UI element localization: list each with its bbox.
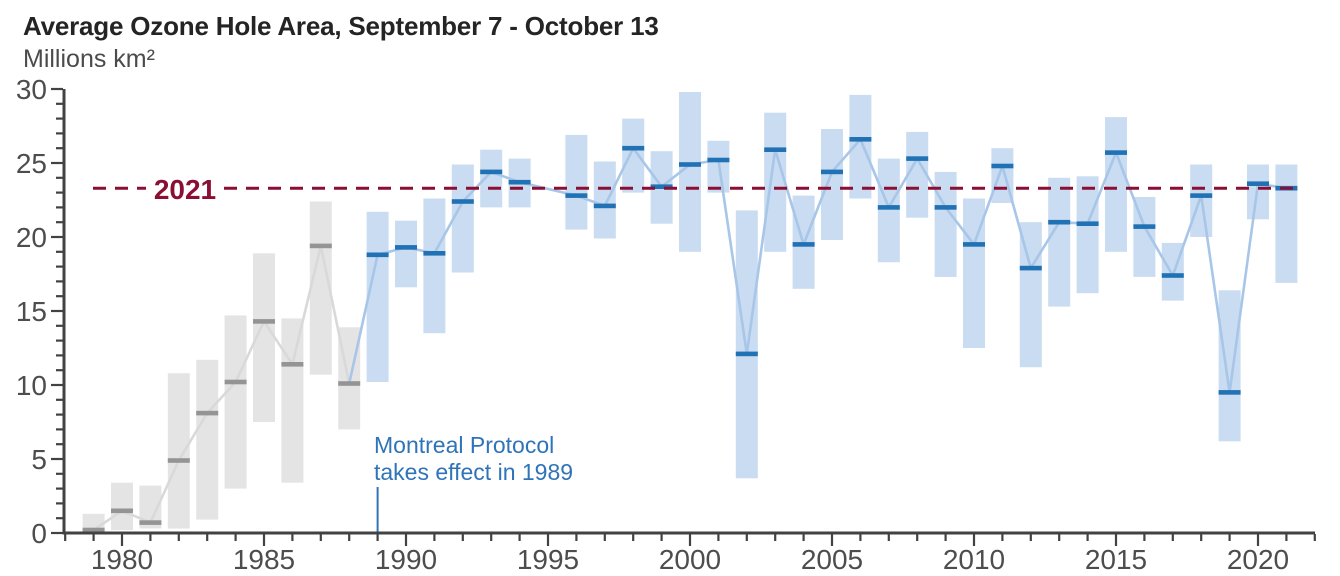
range-bar-1998: [622, 118, 645, 193]
montreal-protocol-annotation: Montreal Protocol takes effect in 1989: [374, 432, 573, 486]
mean-marker-1997: [593, 203, 616, 209]
range-bar-2008: [906, 131, 929, 218]
threshold-2021-label: 2021: [153, 174, 217, 205]
mean-marker-1984: [224, 379, 247, 385]
range-bar-2015: [1105, 117, 1127, 252]
mean-marker-2007: [877, 205, 900, 210]
x-tick-label-2010: 2010: [943, 544, 1005, 575]
mean-marker-2004: [792, 242, 815, 247]
mean-marker-2001: [707, 157, 730, 163]
range-bar-1993: [480, 149, 503, 208]
x-tick-label-2005: 2005: [801, 544, 863, 575]
range-bar-1996: [565, 134, 588, 230]
y-tick-label-0: 0: [31, 518, 47, 549]
range-bar-1984: [224, 315, 247, 489]
x-tick-label-1995: 1995: [517, 544, 579, 575]
y-tick-label-10: 10: [16, 370, 47, 401]
montreal-annotation-line2: takes effect in 1989: [374, 459, 574, 485]
mean-marker-1987: [309, 243, 332, 249]
mean-marker-1986: [281, 362, 304, 367]
range-bar-2021: [1275, 164, 1298, 283]
mean-marker-2020: [1247, 181, 1269, 186]
y-tick-label-20: 20: [16, 222, 47, 253]
mean-marker-2016: [1133, 224, 1156, 229]
mean-marker-1990: [395, 245, 417, 250]
mean-marker-1982: [167, 458, 190, 463]
chart-title: Average Ozone Hole Area, September 7 - O…: [23, 11, 659, 41]
range-bar-1997: [593, 161, 616, 239]
mean-marker-1985: [253, 319, 275, 324]
range-bar-2002: [735, 210, 758, 479]
y-tick-label-25: 25: [16, 148, 47, 179]
range-bar-2016: [1133, 197, 1156, 277]
mean-marker-2014: [1076, 221, 1099, 226]
range-bar-2005: [821, 129, 843, 240]
mean-marker-2003: [764, 147, 787, 152]
x-tick-label-2015: 2015: [1085, 544, 1147, 575]
mean-marker-1981: [139, 520, 162, 525]
mean-marker-1979: [82, 527, 105, 533]
mean-marker-2009: [934, 205, 957, 210]
mean-marker-2017: [1161, 273, 1184, 278]
mean-marker-2018: [1190, 193, 1213, 198]
range-bar-1983: [196, 359, 219, 520]
mean-marker-2015: [1105, 150, 1127, 155]
y-tick-label-30: 30: [16, 74, 47, 105]
mean-marker-2008: [906, 156, 929, 161]
x-tick-label-1985: 1985: [233, 544, 295, 575]
mean-marker-1998: [622, 145, 645, 151]
montreal-annotation-line1: Montreal Protocol: [374, 432, 555, 458]
x-tick-label-2000: 2000: [659, 544, 721, 575]
x-tick-label-1990: 1990: [375, 544, 437, 575]
mean-marker-1991: [423, 251, 446, 256]
range-bar-2014: [1076, 176, 1099, 294]
range-bar-2019: [1218, 290, 1241, 442]
mean-marker-2002: [735, 351, 758, 357]
range-bar-2007: [877, 158, 900, 263]
range-bar-1981: [139, 485, 162, 529]
range-bar-1990: [395, 220, 417, 288]
range-bar-1980: [111, 482, 133, 531]
range-bar-1991: [423, 198, 446, 334]
y-tick-label-15: 15: [16, 296, 47, 327]
mean-marker-2013: [1048, 219, 1071, 225]
mean-marker-1996: [565, 193, 588, 198]
range-bar-1985: [253, 253, 275, 422]
range-bar-2006: [849, 94, 872, 199]
mean-marker-2019: [1218, 390, 1241, 395]
x-tick-label-1980: 1980: [91, 544, 153, 575]
chart-units-label: Millions km²: [23, 45, 155, 73]
mean-marker-1993: [480, 169, 503, 175]
range-bar-1992: [451, 164, 474, 273]
mean-marker-1983: [196, 410, 219, 416]
range-bar-1989: [366, 211, 389, 382]
mean-marker-1992: [451, 199, 474, 204]
mean-marker-2011: [991, 163, 1014, 169]
range-bar-2000: [679, 92, 701, 252]
mean-marker-2010: [963, 242, 985, 247]
mean-connector-gray: [92, 244, 351, 532]
mean-marker-2012: [1019, 265, 1042, 271]
mean-marker-1989: [366, 252, 389, 258]
mean-marker-2006: [849, 137, 872, 142]
mean-marker-1988: [338, 381, 361, 386]
x-tick-label-2020: 2020: [1227, 544, 1289, 575]
range-bar-2003: [764, 112, 787, 252]
mean-marker-1999: [650, 184, 673, 189]
mean-marker-1994: [508, 179, 531, 185]
mean-marker-1980: [111, 508, 133, 514]
mean-marker-2005: [821, 169, 843, 175]
range-bar-1986: [281, 318, 304, 483]
range-bar-1982: [167, 373, 190, 529]
range-bar-2013: [1048, 177, 1071, 307]
mean-marker-2000: [679, 162, 701, 167]
y-tick-label-5: 5: [31, 444, 47, 475]
